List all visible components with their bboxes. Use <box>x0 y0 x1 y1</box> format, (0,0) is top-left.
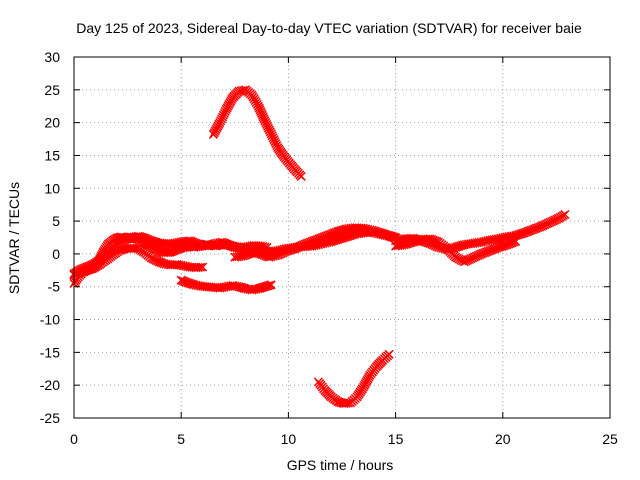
data-point-fill <box>124 233 134 244</box>
data-point-fill <box>183 236 193 246</box>
series-track-10 <box>391 234 521 267</box>
series-track-7 <box>230 223 401 262</box>
data-point <box>384 349 394 359</box>
data-point-fill <box>137 232 147 242</box>
y-tick-label: -15 <box>40 344 60 360</box>
y-tick-label: -10 <box>40 312 60 328</box>
x-tick-label: 10 <box>281 431 297 447</box>
y-tick-label: -25 <box>40 410 60 426</box>
y-tick-label: 20 <box>44 115 60 131</box>
y-tick-label: -5 <box>48 279 61 295</box>
series-track-9 <box>391 209 570 254</box>
plot-frame <box>73 56 611 419</box>
data-point-fill <box>202 241 212 251</box>
y-tick-label: -20 <box>40 377 60 393</box>
data-point <box>511 236 521 246</box>
data-point-fill <box>263 281 273 291</box>
data-point <box>560 209 570 220</box>
x-tick-label: 0 <box>70 431 78 447</box>
data-point-fill <box>186 279 196 289</box>
data-layer <box>69 85 570 409</box>
data-point-fill <box>195 262 206 272</box>
series-track-8 <box>313 349 394 409</box>
x-tick-label: 25 <box>602 431 618 447</box>
x-tick-label: 15 <box>388 431 404 447</box>
series-track-3 <box>69 243 208 280</box>
series-track-4 <box>176 275 276 295</box>
data-point <box>198 262 208 272</box>
data-point-fill <box>149 237 159 247</box>
y-tick-label: 5 <box>52 213 60 229</box>
data-point-fill <box>237 283 247 293</box>
data-point <box>296 171 306 181</box>
data-point-fill <box>265 280 275 290</box>
tick-layer: 0 5 10 15 20 25 -25 -20 -15 -10 -5 0 5 10 15 20 25 30 <box>40 49 618 447</box>
y-tick-label: 0 <box>52 246 60 262</box>
data-point-fill <box>85 264 95 274</box>
x-axis-label: GPS time / hours <box>287 457 394 473</box>
y-tick-label: 30 <box>44 49 60 65</box>
y-tick-label: 25 <box>44 82 60 98</box>
data-point-fill <box>194 239 204 249</box>
x-tick-label: 20 <box>495 431 511 447</box>
series-track-5 <box>208 85 306 181</box>
chart-title: Day 125 of 2023, Sidereal Day-to-day VTE… <box>76 20 582 36</box>
grid-layer <box>74 57 610 418</box>
data-point-fill <box>117 245 127 255</box>
data-point <box>266 280 276 290</box>
y-axis-label: SDTVAR / TECUs <box>6 182 22 294</box>
y-tick-label: 15 <box>44 147 60 163</box>
y-tick-label: 10 <box>44 180 60 196</box>
x-tick-label: 5 <box>177 431 185 447</box>
